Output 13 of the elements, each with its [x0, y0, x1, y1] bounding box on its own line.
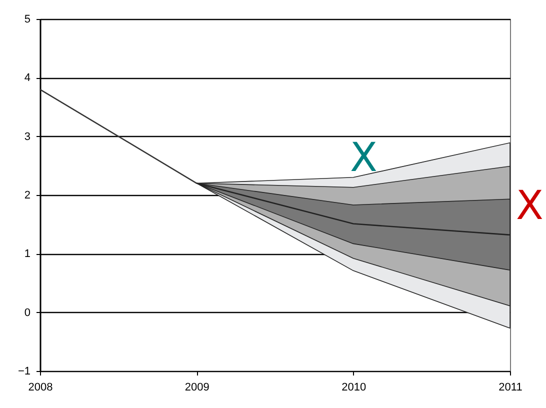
y-tick-label: 4 [24, 72, 30, 84]
x-tick-label: 2009 [184, 382, 210, 394]
x-tick-label: 2011 [498, 382, 522, 394]
y-tick-label: 1 [24, 248, 30, 260]
y-tick-label: −1 [18, 366, 30, 378]
annotation: X [350, 135, 378, 181]
x-tick-label: 2010 [342, 382, 366, 394]
y-tick-label: 3 [24, 130, 30, 143]
text: X [516, 183, 544, 229]
y-tick-label: 2 [24, 190, 30, 202]
x-tick-label: 2008 [28, 382, 53, 394]
y-tick-label: 5 [24, 14, 30, 26]
y-tick-label: 0 [24, 306, 30, 319]
